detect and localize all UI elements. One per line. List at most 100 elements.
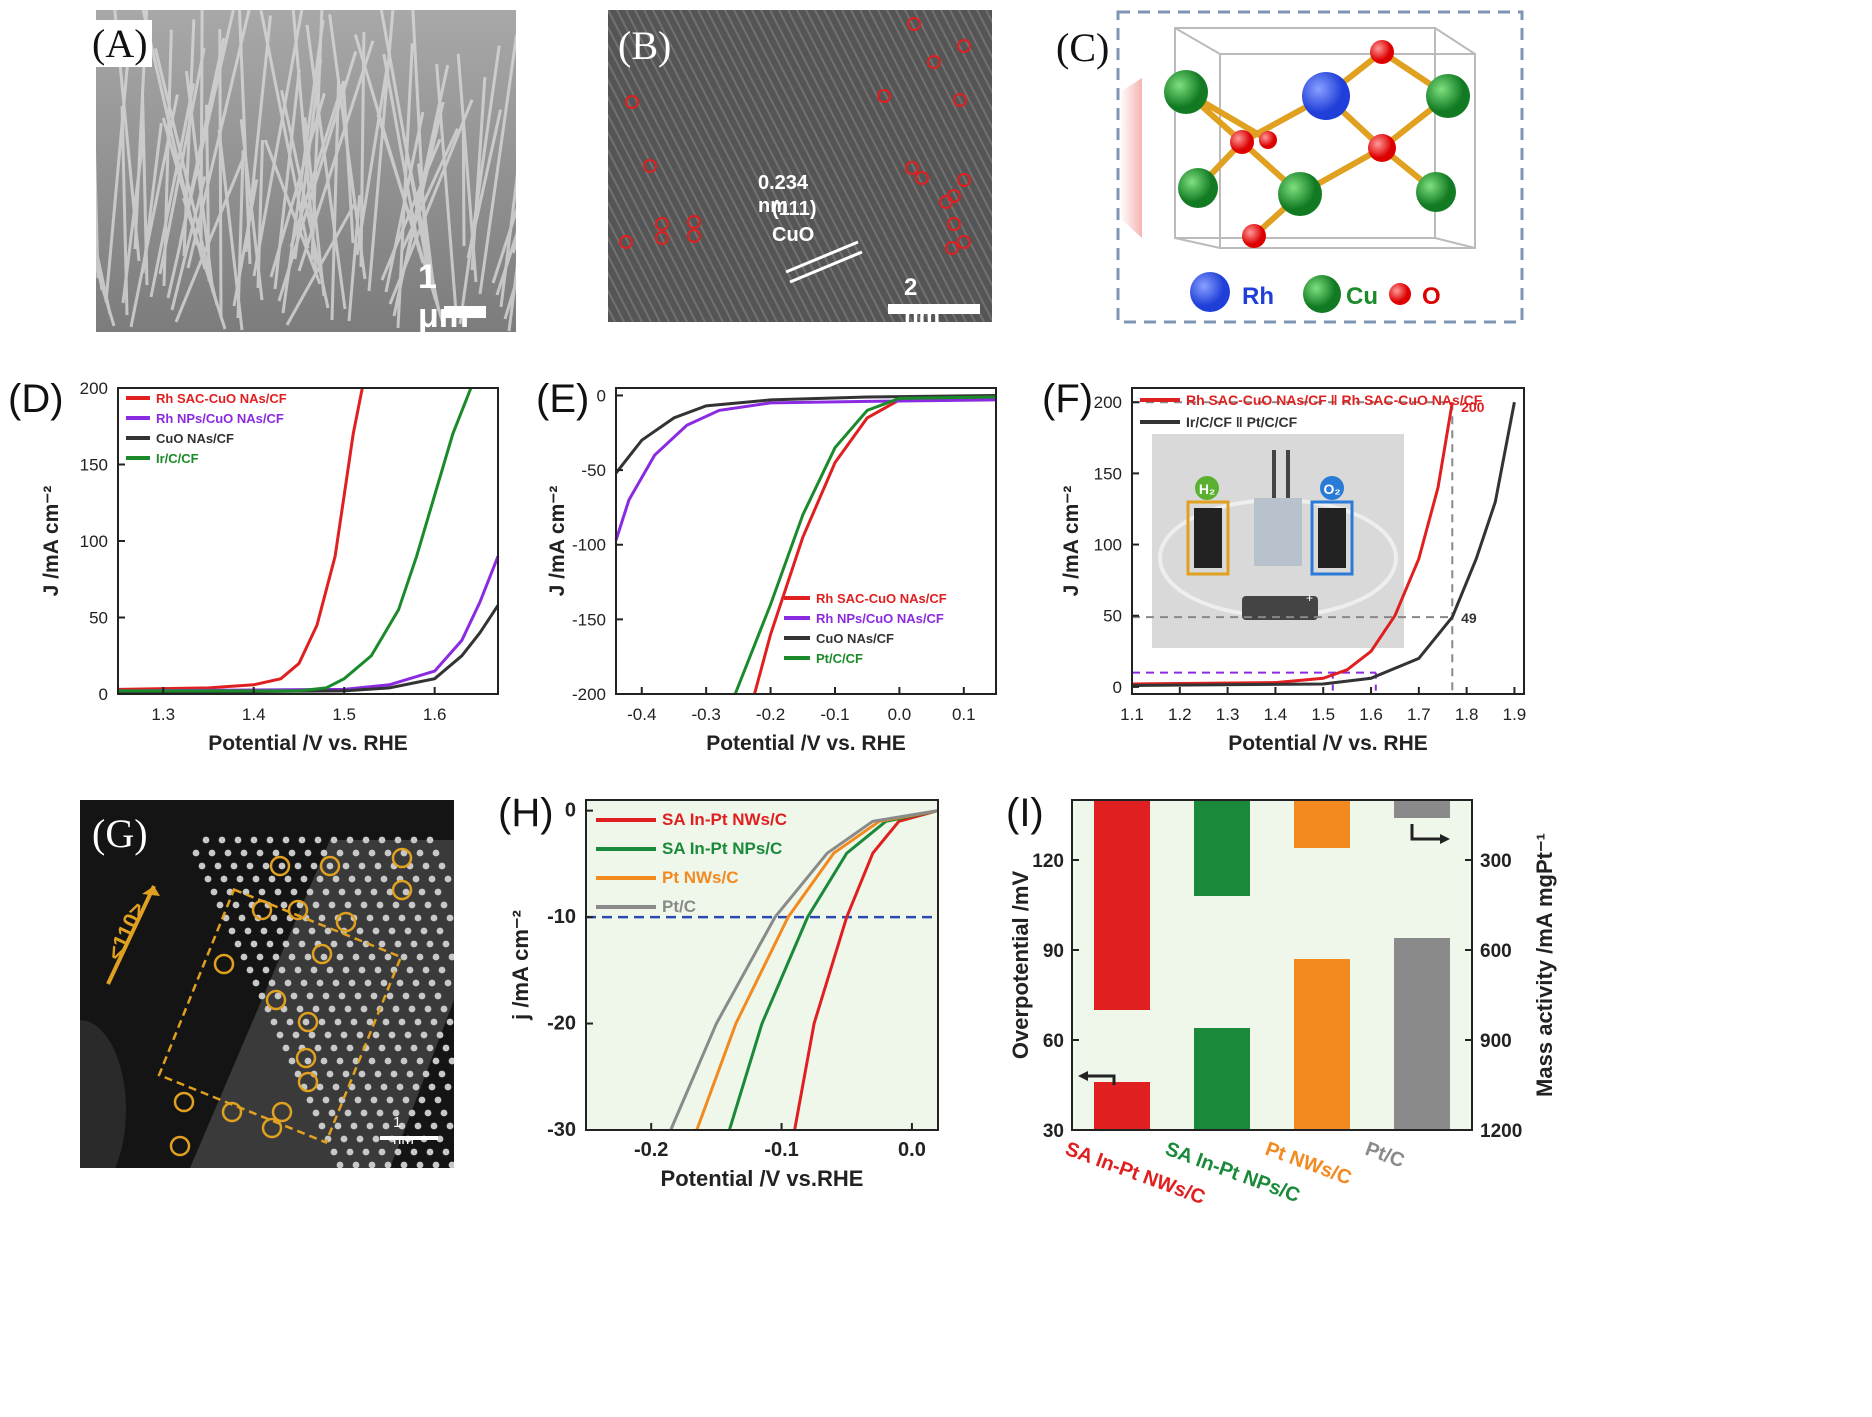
atom-column (372, 1031, 380, 1039)
y-tick-label: 100 (80, 532, 108, 551)
single-atom-marker (625, 95, 639, 109)
atom-column (342, 862, 350, 870)
lattice-fringe (733, 10, 895, 322)
atom-column (246, 862, 254, 870)
atom-column (262, 966, 270, 974)
single-atom-marker (957, 173, 971, 187)
atom-column (424, 1109, 432, 1117)
atom-column (316, 979, 324, 987)
atom-column (432, 953, 440, 961)
lattice-fringe (697, 10, 859, 322)
atom-column (276, 927, 284, 935)
atom-column (346, 1148, 354, 1156)
atom-column (398, 914, 406, 922)
atom-column (318, 1122, 326, 1130)
atom-column (324, 1031, 332, 1039)
lattice-fringe (805, 10, 967, 322)
atom-column (412, 979, 420, 987)
atom-column (334, 1122, 342, 1130)
atom-column (384, 1057, 392, 1065)
nanowire (237, 10, 252, 265)
atom-column (438, 862, 446, 870)
nanowire (217, 129, 244, 331)
legend-label: SA In-Pt NWs/C (662, 810, 787, 829)
atom-column (326, 1070, 334, 1078)
atom-column (330, 836, 338, 844)
scale-bar (888, 304, 980, 314)
atom-column (412, 1083, 420, 1091)
atom-column (378, 836, 386, 844)
atom-column (312, 1109, 320, 1117)
x-tick-label: -0.2 (756, 705, 785, 724)
crystal-model: Rh Cu O (1116, 10, 1524, 324)
atom-column (242, 888, 250, 896)
atom-column (324, 927, 332, 935)
y2-tick-label: 300 (1480, 851, 1512, 872)
left-axis-arrow (1082, 1074, 1116, 1085)
atom-column (370, 1096, 378, 1104)
category-label: Pt/C (1362, 1138, 1407, 1172)
single-atom-marker (915, 171, 929, 185)
atom-column (408, 901, 416, 909)
atom-column (252, 875, 260, 883)
atom-column (332, 875, 340, 883)
atom-column (208, 849, 216, 857)
nanowire (458, 45, 501, 325)
series-line (614, 398, 997, 541)
atom-column (214, 862, 222, 870)
atom-column (424, 1005, 432, 1013)
lattice-fringe (841, 10, 992, 305)
atom-column (266, 836, 274, 844)
atom-column (436, 1031, 444, 1039)
lattice-fringe (958, 10, 992, 77)
atom-column (408, 1005, 416, 1013)
atom-column (322, 992, 330, 1000)
nanowire (174, 157, 245, 323)
atom-column (386, 888, 394, 896)
lattice-fringe (769, 10, 931, 322)
atom-column (280, 901, 288, 909)
atom-column (304, 1057, 312, 1065)
nanowire (162, 29, 173, 287)
atom-column (352, 1161, 360, 1168)
atom-column (368, 1161, 376, 1168)
legend-label: Rh SAC-CuO NAs/CF (156, 391, 287, 406)
atom-column (414, 914, 422, 922)
atom-column (392, 1109, 400, 1117)
lattice-fringe (796, 10, 958, 322)
single-atom-marker (213, 953, 235, 975)
atom-column (342, 966, 350, 974)
lattice-fringe (616, 10, 778, 322)
atom-column (290, 888, 298, 896)
atom-column (378, 940, 386, 948)
legend-label: Rh NPs/CuO NAs/CF (156, 411, 284, 426)
x-tick-label: -0.3 (692, 705, 721, 724)
single-atom-marker (173, 1091, 195, 1113)
atom-column (316, 875, 324, 883)
atom-column (384, 953, 392, 961)
chart-d: 1.3 1.4 1.5 1.6 0 50 100 150 200 Potential /V vs.… (8, 377, 500, 755)
atom-column (240, 953, 248, 961)
y-tick-label: -200 (572, 685, 606, 704)
single-atom-marker (945, 241, 959, 255)
atom-column (432, 1057, 440, 1065)
atom-column (252, 979, 260, 987)
atom-column (230, 862, 238, 870)
overpotential-bar (1194, 1028, 1250, 1130)
y-tick-label: 120 (1032, 851, 1064, 872)
atom-column (362, 836, 370, 844)
atom-column (350, 1122, 358, 1130)
legend-label: Pt/C/CF (816, 651, 863, 666)
atom-column (336, 1161, 344, 1168)
atom-column (326, 966, 334, 974)
atom-column (374, 966, 382, 974)
atom-column (442, 940, 450, 948)
lattice-fringe (608, 78, 733, 322)
series-line (118, 387, 473, 693)
y2-tick-label: 600 (1480, 941, 1512, 962)
y2-axis-label: Mass activity /mA mgPt⁻¹ (1532, 833, 1557, 1097)
right-axis-arrow (1410, 824, 1444, 841)
lattice-fringe (895, 10, 992, 200)
atom-column (378, 1044, 386, 1052)
atom-column (262, 862, 270, 870)
